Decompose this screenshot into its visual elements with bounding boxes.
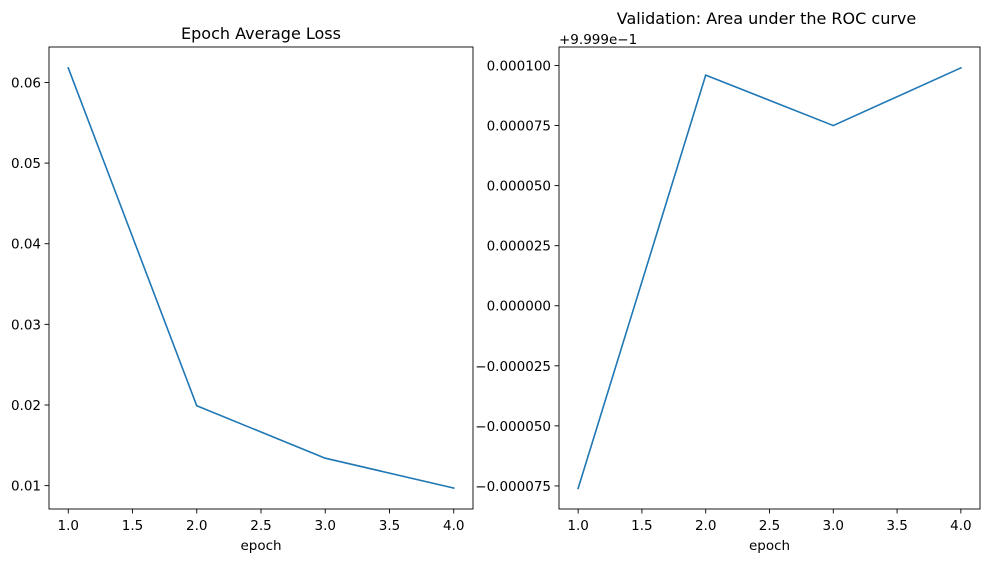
loss-chart-y-tick-label: 0.02: [11, 398, 41, 414]
auc-chart-y-tick-label: −0.000075: [475, 479, 551, 495]
auc-chart-y-tick-label: 0.000075: [487, 119, 551, 135]
auc-chart-x-tick-label: 2.5: [759, 518, 780, 534]
auc-chart-y-axis-ticks: 0.000100 0.000075 0.000050 0.000025 0.000000…: [475, 58, 559, 495]
loss-chart-y-tick-label: 0.05: [11, 156, 41, 172]
auc-chart-data-point: [704, 74, 707, 76]
auc-chart-data-point: [577, 487, 579, 490]
loss-chart-y-tick-label: 0.06: [11, 75, 41, 91]
auc-chart-y-tick-label: −0.000050: [475, 419, 551, 435]
loss-chart-x-tick-label: 4.0: [443, 518, 464, 534]
auc-chart-panel: Validation: Area under the ROC curve +9.…: [475, 9, 981, 554]
auc-chart-y-tick-label: −0.000025: [475, 359, 551, 375]
loss-chart-x-tick-label: 3.0: [315, 518, 336, 534]
loss-chart-x-axis-label: epoch: [240, 538, 281, 554]
loss-chart-data-point: [195, 404, 198, 407]
auc-chart-x-axis-label: epoch: [749, 538, 790, 554]
auc-chart-y-tick-label: 0.000050: [487, 179, 551, 195]
loss-chart-plot-frame: [48, 46, 474, 510]
loss-chart-y-tick-label: 0.03: [11, 317, 41, 333]
loss-chart-y-axis-ticks: 0.01 0.02 0.03 0.04 0.05 0.06: [11, 75, 49, 495]
auc-chart-y-tick-label: 0.000025: [487, 239, 551, 255]
loss-chart-x-tick-label: 1.0: [58, 518, 79, 534]
auc-chart-y-tick-label: 0.000000: [487, 299, 551, 315]
auc-chart-x-tick-label: 1.0: [567, 518, 588, 534]
auc-chart-title: Validation: Area under the ROC curve: [617, 9, 916, 28]
loss-chart-x-tick-label: 2.0: [186, 518, 207, 534]
loss-chart-title: Epoch Average Loss: [181, 24, 341, 43]
auc-chart-data-point: [960, 67, 962, 69]
auc-chart-x-axis-ticks: 1.0 1.5 2.0 2.5 3.0 3.5 4.0: [567, 509, 972, 534]
loss-chart-x-axis-ticks: 1.0 1.5 2.0 2.5 3.0 3.5 4.0: [58, 509, 464, 534]
auc-chart-x-tick-label: 2.0: [695, 518, 716, 534]
auc-chart-offset-label: +9.999e−1: [559, 32, 637, 48]
loss-chart-data-point: [67, 67, 70, 69]
loss-chart-y-tick-label: 0.04: [11, 237, 41, 253]
auc-chart-data-point: [832, 124, 835, 127]
auc-chart-x-tick-label: 3.5: [886, 518, 907, 534]
auc-chart-plot-frame: [558, 46, 981, 510]
auc-chart-x-tick-label: 1.5: [631, 518, 652, 534]
auc-chart-series: [577, 66, 962, 490]
loss-chart-series: [67, 66, 455, 490]
loss-chart-panel: Epoch Average Loss 1.0 1.5 2.0 2.5 3.0 3.5 4.0…: [11, 24, 474, 554]
loss-chart-y-tick-label: 0.01: [11, 479, 41, 495]
auc-chart-x-tick-label: 3.0: [823, 518, 844, 534]
loss-chart-data-point: [324, 457, 327, 460]
auc-chart-y-tick-label: 0.000100: [487, 58, 551, 74]
loss-chart-series-line: [67, 66, 455, 490]
loss-chart-data-point: [452, 487, 455, 489]
loss-chart-x-tick-label: 3.5: [379, 518, 400, 534]
auc-chart-x-tick-label: 4.0: [950, 518, 971, 534]
auc-chart-series-line: [577, 66, 962, 490]
loss-chart-x-tick-label: 2.5: [250, 518, 271, 534]
loss-chart-x-tick-label: 1.5: [122, 518, 143, 534]
